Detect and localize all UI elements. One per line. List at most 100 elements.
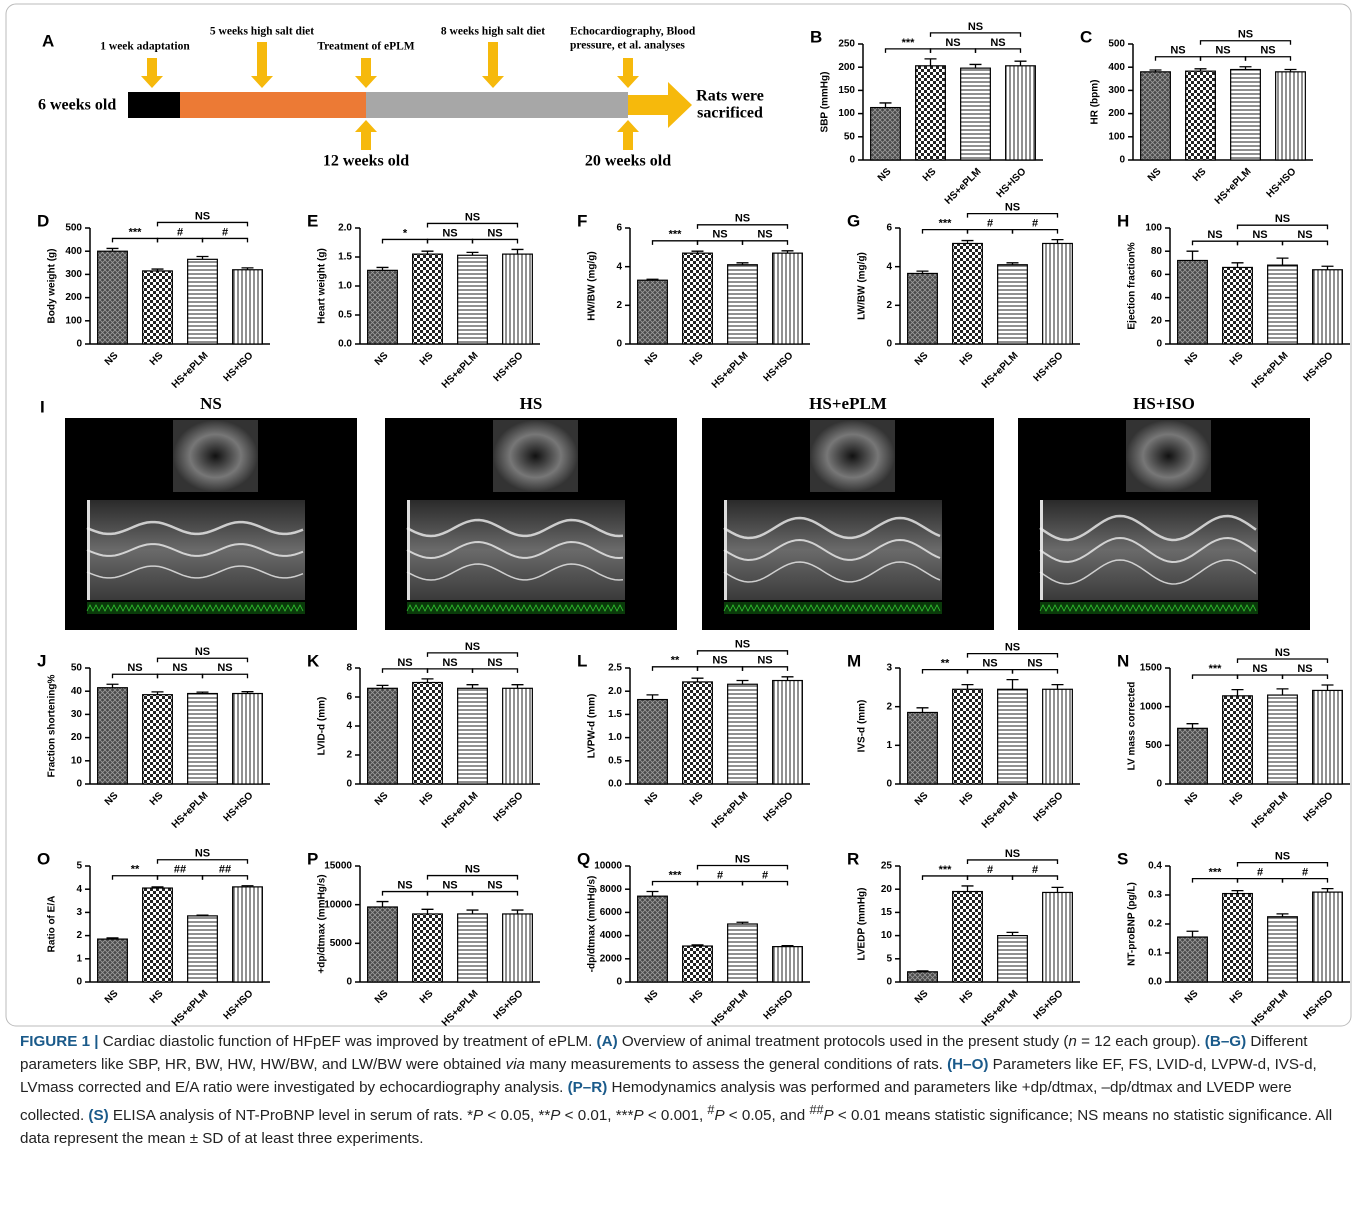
x-tick-label: HS [418, 988, 436, 1006]
error-bar [1231, 262, 1244, 268]
y-tick-label: 1 [886, 740, 892, 751]
significance-label: NS [712, 229, 727, 241]
bar [412, 913, 443, 983]
caption-text: Overview of animal treatment protocols u… [617, 1033, 1069, 1050]
panel-letter: J [37, 651, 46, 670]
significance-bracket [201, 673, 249, 679]
y-tick-label: 5000 [330, 938, 353, 949]
bar [1222, 695, 1253, 785]
error-bar [421, 250, 434, 255]
significance-label: # [987, 864, 993, 876]
figure: A 6 weeks old 1 week adaptation 5 weeks … [5, 3, 1352, 1029]
error-bar [151, 268, 164, 271]
error-bar [1006, 678, 1019, 690]
x-tick-label: HS+ISO [1032, 350, 1066, 384]
chart: H Ejection fraction% 0 20 40 60 80 100 NS HS HS+eP… [1117, 211, 1350, 391]
caption-text: P [714, 1107, 725, 1125]
caption-text: < 0.001, [643, 1107, 708, 1125]
bar [457, 913, 488, 983]
significance-label: NS [1005, 202, 1020, 214]
significance-bracket [426, 238, 474, 244]
end-label: sacrificed [697, 105, 763, 122]
error-bar [466, 684, 479, 689]
x-tick-label: NS [1183, 350, 1201, 368]
significance-label: NS [465, 211, 480, 223]
x-tick-label: HS+ePLM [710, 790, 751, 831]
significance-label: # [1302, 867, 1308, 879]
x-tick-label: HS [1228, 988, 1246, 1006]
error-bar [691, 944, 704, 947]
significance-label: NS [982, 658, 997, 670]
wall-trace [406, 540, 624, 560]
significance-bracket [111, 237, 159, 243]
significance-bracket [1236, 861, 1329, 867]
panel-letter: R [847, 849, 859, 868]
y-tick-label: 100 [1145, 223, 1162, 234]
error-bar [1149, 69, 1162, 72]
bar [682, 945, 713, 983]
significance-bracket [426, 652, 519, 657]
significance-bracket [381, 238, 429, 244]
y-tick-label: 300 [1108, 85, 1125, 96]
y-tick-label: 2 [616, 300, 622, 311]
error-bar [151, 691, 164, 695]
x-tick-label: HS+ePLM [170, 988, 211, 1029]
y-tick-label: 200 [65, 292, 82, 303]
y-tick-label: 0 [346, 977, 352, 988]
bar [1177, 727, 1208, 785]
caption-text: n [1068, 1033, 1077, 1050]
chart: S NT-proBNP (pg/L) 0.0 0.1 0.2 0.3 0.4 NS HS HS+e… [1117, 849, 1350, 1029]
wall-trace [86, 543, 304, 557]
start-label: 6 weeks old [38, 97, 116, 114]
y-tick-label: 25 [881, 861, 893, 872]
y-tick-label: 0 [346, 779, 352, 790]
x-tick-label: HS [418, 350, 436, 368]
x-tick-label: HS+ePLM [170, 350, 211, 391]
significance-label: NS [465, 863, 480, 875]
significance-bracket [1236, 240, 1284, 246]
y-tick-label: 150 [838, 85, 855, 96]
ecg-strip [87, 602, 305, 614]
y-tick-label: 2.0 [608, 686, 622, 697]
significance-bracket [1011, 228, 1059, 234]
error-bar [1276, 913, 1289, 917]
x-tick-label: NS [643, 790, 661, 808]
y-tick-label: 0.0 [338, 339, 352, 350]
y-tick-label: 10 [881, 930, 893, 941]
x-tick-label: NS [643, 350, 661, 368]
bar [772, 679, 803, 785]
significance-bracket [966, 228, 1014, 234]
error-bar [241, 885, 254, 887]
y-tick-label: 20 [1151, 315, 1163, 326]
x-tick-label: NS [103, 350, 121, 368]
error-bar [151, 886, 164, 889]
error-bar [1276, 257, 1289, 266]
significance-bracket [156, 673, 204, 679]
error-bar [1051, 683, 1064, 690]
significance-label: *** [669, 229, 683, 241]
panel-letter: S [1117, 849, 1128, 868]
error-bar [511, 684, 524, 689]
wall-trace [1039, 559, 1257, 585]
y-tick-label: 0 [76, 779, 82, 790]
significance-bracket [471, 890, 519, 896]
bar [952, 242, 983, 345]
error-bar [376, 266, 389, 271]
significance-bracket [1244, 56, 1292, 61]
error-bar [646, 694, 659, 700]
echo-title: NS [200, 394, 222, 413]
x-tick-label: NS [1146, 166, 1164, 184]
significance-label: # [1032, 218, 1038, 230]
panel-letter: P [307, 849, 318, 868]
event-label: 1 week adaptation [100, 41, 190, 53]
significance-label: # [1257, 867, 1263, 879]
significance-bracket [1154, 56, 1202, 61]
bar [907, 971, 938, 983]
y-tick-label: 20 [71, 732, 83, 743]
significance-label: NS [712, 655, 727, 667]
error-bar [241, 691, 254, 694]
echo-title: HS+ePLM [809, 394, 887, 413]
x-tick-label: NS [373, 350, 391, 368]
significance-bracket [1281, 240, 1329, 246]
